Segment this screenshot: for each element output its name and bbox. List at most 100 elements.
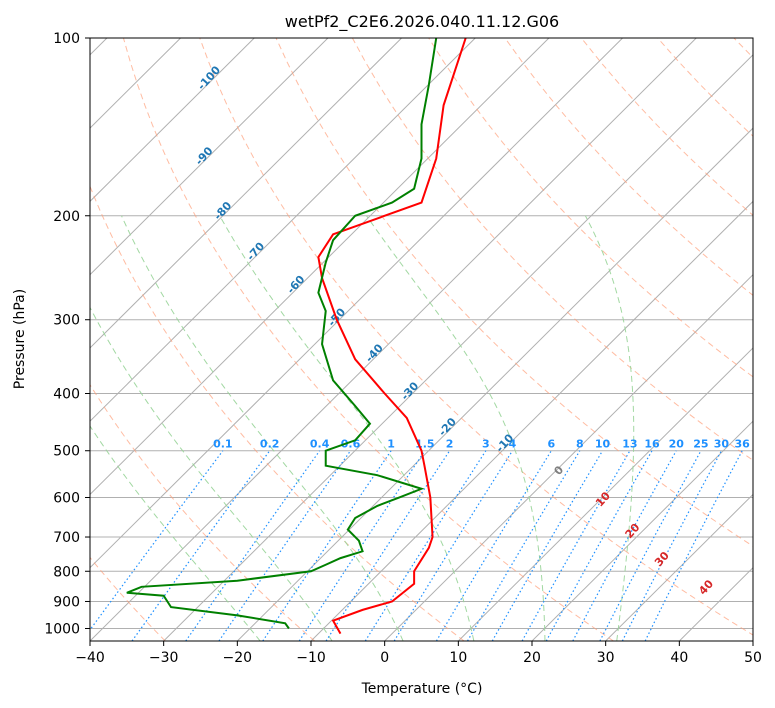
x-tick-label: 50 — [744, 650, 762, 666]
x-tick-label: 40 — [670, 650, 688, 666]
isotherm-line — [384, 273, 753, 641]
y-tick-label: 400 — [53, 387, 80, 403]
isotherm-label: -90 — [193, 144, 216, 168]
mixing-ratio-line — [644, 450, 743, 641]
theta-e-label: 20 — [623, 521, 643, 541]
isotherm-line — [236, 127, 753, 641]
mixing-ratio-label: 25 — [693, 438, 708, 451]
y-tick-label: 1000 — [44, 621, 80, 637]
isotherm-label: -10 — [493, 431, 516, 455]
chart-title: wetPf2_C2E6.2026.040.11.12.G06 — [285, 12, 559, 32]
mixing-ratio-line — [491, 450, 604, 641]
isotherm-line — [90, 38, 402, 349]
mixing-ratio-label: 0.2 — [260, 438, 280, 451]
y-tick-label: 100 — [53, 31, 80, 47]
mixing-ratio-label: 20 — [669, 438, 685, 451]
mixing-ratio-line — [262, 450, 392, 641]
x-tick-label: −30 — [149, 650, 179, 666]
isotherm-line — [531, 420, 753, 641]
mixing-ratio-label: 0.1 — [213, 438, 233, 451]
moist-adiabat — [90, 306, 333, 641]
dry-adiabat — [90, 185, 465, 641]
isotherm-line — [457, 347, 753, 641]
isotherm-line — [752, 640, 753, 641]
mixing-ratio-line — [364, 450, 487, 641]
mixing-ratio-line — [545, 450, 653, 641]
isotherm-label: -60 — [285, 273, 308, 297]
theta-e-label: 0 — [552, 463, 567, 478]
mixing-ratio-label: 10 — [595, 438, 611, 451]
isotherm-line — [605, 493, 753, 641]
isotherm-label: -30 — [398, 379, 421, 403]
isotherm-line — [90, 38, 623, 569]
y-tick-label: 800 — [53, 564, 80, 580]
x-tick-label: −10 — [296, 650, 326, 666]
mixing-ratio-line — [131, 450, 271, 641]
theta-e-label: 40 — [696, 577, 716, 597]
isotherm-line — [90, 38, 255, 203]
dry-adiabat — [428, 38, 753, 378]
y-tick-label: 500 — [53, 444, 80, 460]
x-tick-label: 20 — [523, 650, 541, 666]
isotherm-line — [90, 38, 329, 276]
mixing-ratio-line — [218, 450, 351, 641]
mixing-ratio-label: 1 — [387, 438, 395, 451]
mixing-ratio-line — [572, 450, 677, 641]
mixing-ratio-label: 0.4 — [310, 438, 330, 451]
isotherm-label: -100 — [195, 63, 223, 92]
y-axis-label: Pressure (hPa) — [12, 289, 28, 389]
mixing-ratio-label: 16 — [644, 438, 660, 451]
y-tick-label: 900 — [53, 594, 80, 610]
dry-adiabat — [657, 38, 753, 137]
y-tick-label: 700 — [53, 530, 80, 546]
isotherm-label: -70 — [244, 239, 267, 263]
mixing-ratio-label: 30 — [714, 438, 730, 451]
mixing-ratio-label: 6 — [547, 438, 555, 451]
temperature-profile-line — [317, 38, 467, 635]
mixing-ratio-line — [621, 450, 722, 641]
mixing-ratio-label: 2 — [446, 438, 454, 451]
isotherm-label: -40 — [363, 341, 386, 365]
mixing-ratio-line — [435, 450, 552, 641]
dry-adiabat — [733, 38, 753, 59]
x-tick-label: −20 — [223, 650, 253, 666]
dewpoint-profile-line — [126, 38, 438, 630]
moist-adiabat — [219, 215, 475, 641]
y-tick-label: 300 — [53, 313, 80, 329]
plot-area: 0.1 0.2 0.4 0.6 1 1.5 2 3 4 6 8 10 13 16 20 25 30 36-100-… — [90, 38, 753, 641]
y-tick-label: 200 — [53, 209, 80, 225]
theta-e-label: 10 — [593, 489, 613, 509]
mixing-ratio-line — [466, 450, 581, 641]
mixing-ratio-label: 4 — [509, 438, 517, 451]
mixing-ratio-line — [599, 450, 702, 641]
isotherm-line — [163, 54, 753, 641]
isotherm-label: -80 — [211, 199, 234, 223]
moist-adiabat — [584, 215, 635, 641]
mixing-ratio-label: 3 — [482, 438, 490, 451]
isotherm-line — [310, 200, 753, 641]
dry-adiabat — [504, 38, 753, 296]
mixing-ratio-line — [185, 450, 321, 641]
plot-frame — [89, 37, 754, 642]
mixing-ratio-line — [90, 450, 224, 631]
y-tick-label: 600 — [53, 490, 80, 506]
isotherm-label: -20 — [436, 415, 459, 439]
x-tick-label: −40 — [75, 650, 105, 666]
mixing-ratio-label: 8 — [576, 438, 584, 451]
dry-adiabat — [580, 38, 753, 216]
mixing-ratio-line — [521, 450, 631, 641]
y-axis: 1000 900 800 700 600 500 400 300 200 100 — [44, 31, 90, 637]
x-axis-label: Temperature (°C) — [361, 681, 483, 697]
dry-adiabat — [351, 38, 753, 461]
mixing-ratio-label: 36 — [735, 438, 751, 451]
mixing-ratio-label: 13 — [622, 438, 637, 451]
moist-adiabat — [90, 425, 261, 641]
x-tick-label: 0 — [380, 650, 389, 666]
dry-adiabat — [275, 38, 753, 547]
dry-adiabat — [199, 38, 753, 636]
dry-adiabat — [90, 383, 316, 641]
isotherm-line — [90, 38, 550, 496]
x-axis: −40 −30 −20 −10 0 10 20 30 40 50 — [75, 641, 762, 666]
x-tick-label: 10 — [449, 650, 467, 666]
